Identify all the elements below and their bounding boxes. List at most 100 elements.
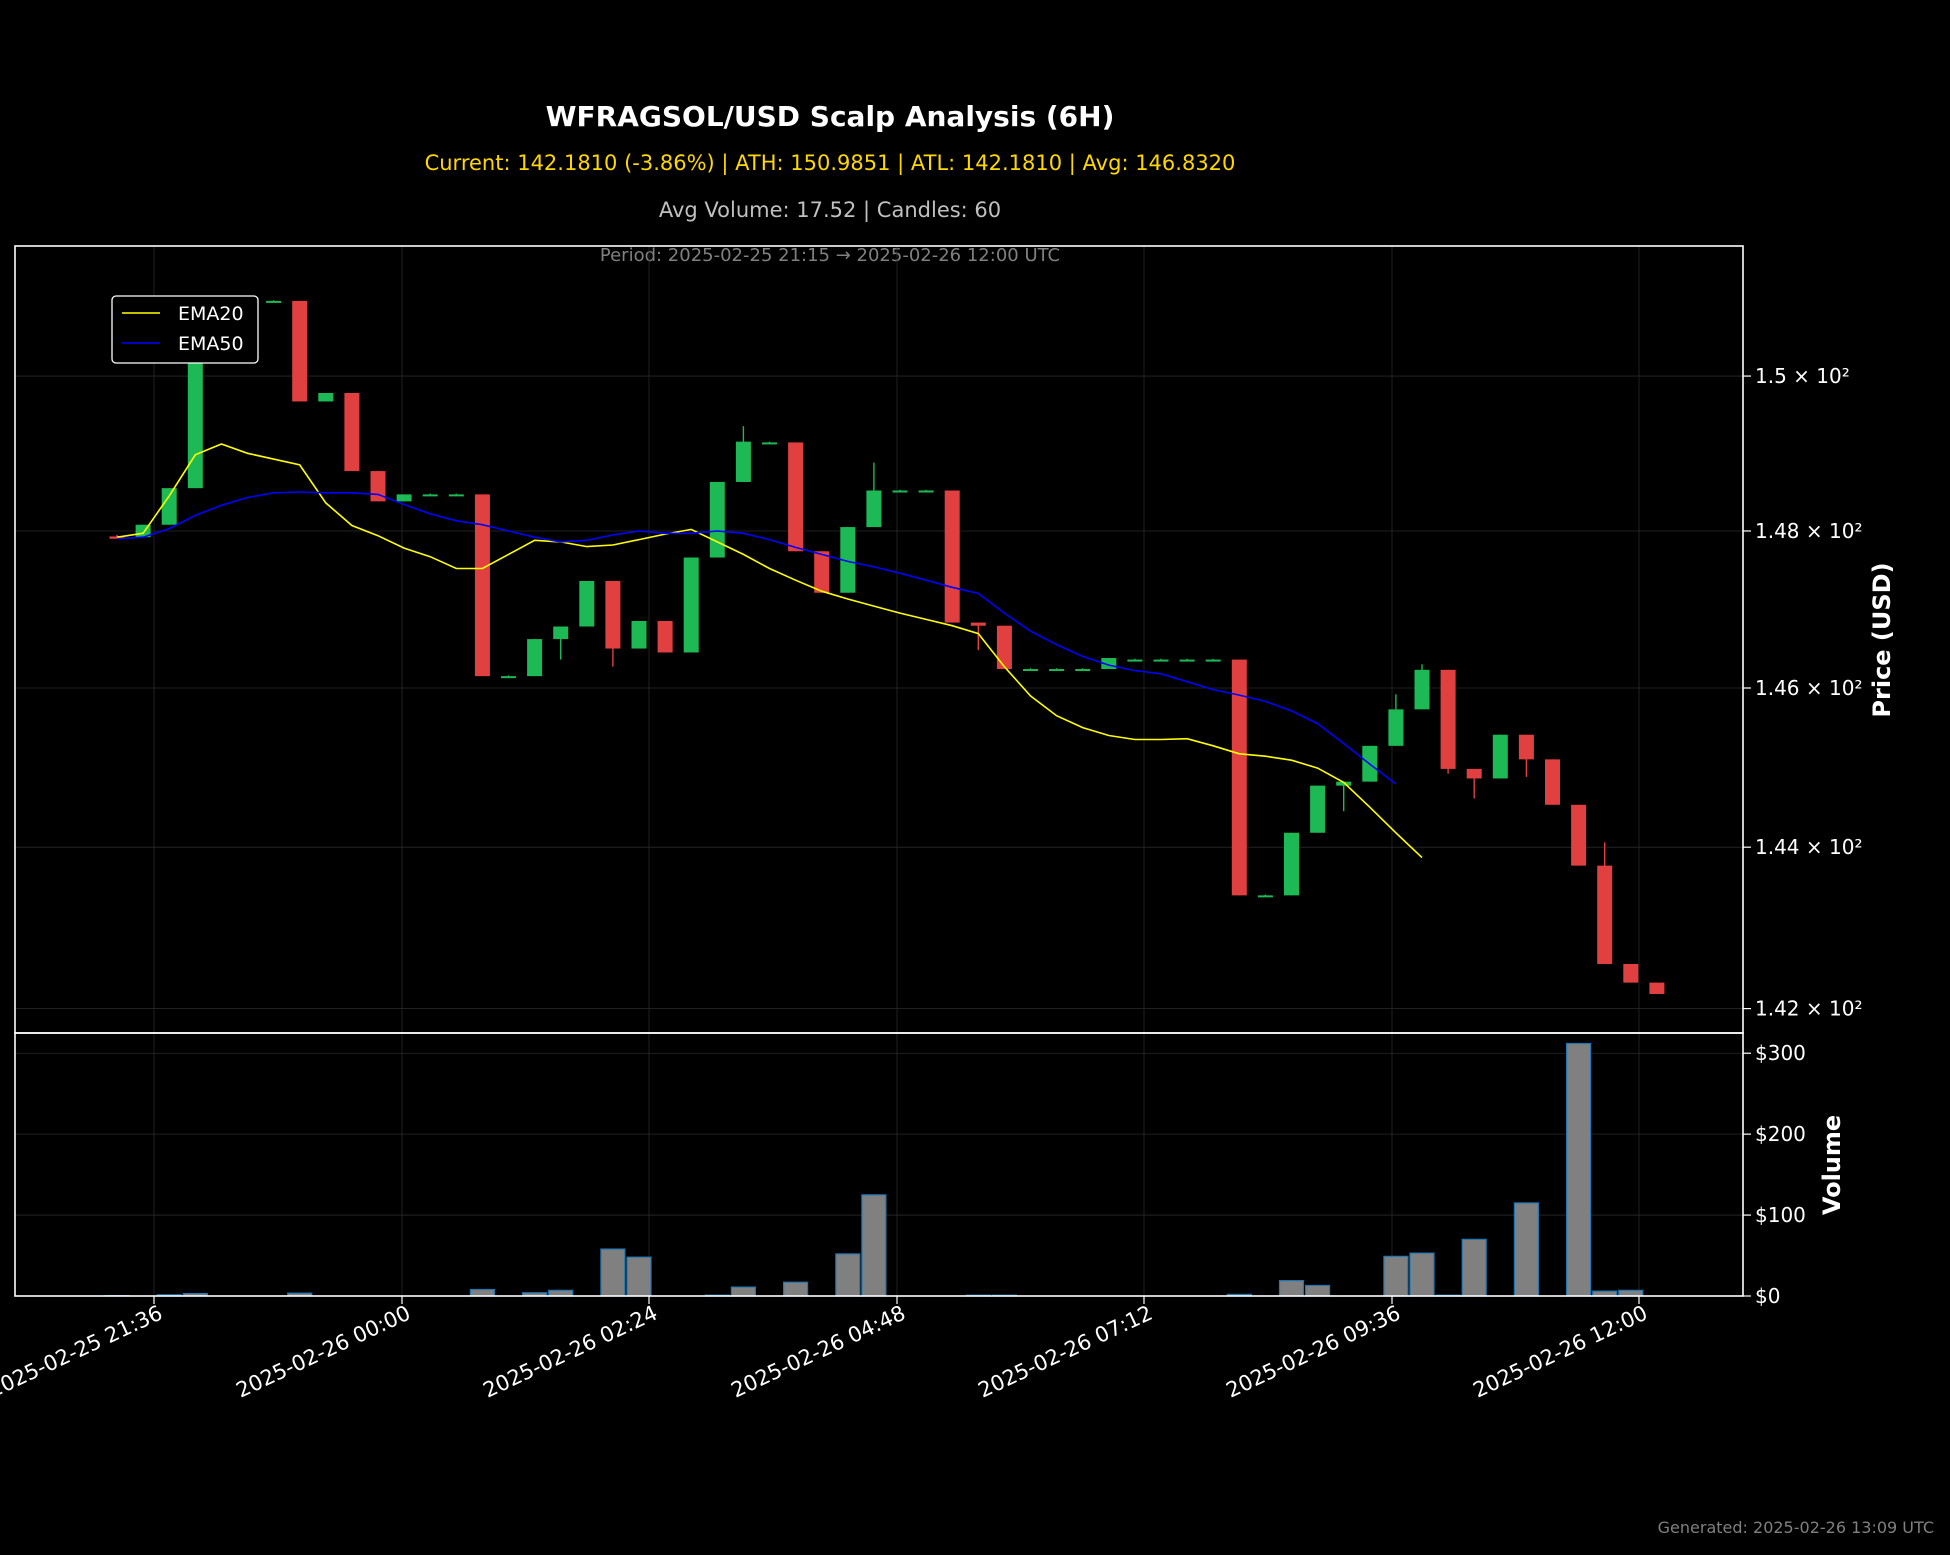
price-tick-label: 1.5 × 10²: [1755, 364, 1850, 388]
x-tick-label: 2025-02-26 09:36: [1222, 1301, 1404, 1403]
candle-body: [422, 494, 438, 497]
candle-body: [762, 442, 777, 445]
price-axis-label: Price (USD): [1868, 562, 1896, 717]
volume-bar: [1618, 1289, 1644, 1297]
candle-body: [605, 580, 621, 649]
candle-body: [344, 392, 360, 472]
candle-body: [814, 551, 830, 593]
candle-body: [683, 557, 699, 653]
x-tick-label: 2025-02-26 12:00: [1469, 1301, 1651, 1403]
volume-bar: [1278, 1280, 1305, 1297]
period-subtitle: Period: 2025-02-25 21:15 → 2025-02-26 12…: [599, 245, 1061, 266]
candle-body: [579, 580, 595, 627]
candle-body: [788, 442, 804, 552]
volume-subtitle: Avg Volume: 17.52 | Candles: 60: [658, 198, 1002, 222]
ema20-line: [116, 443, 1423, 859]
candle-body: [501, 676, 516, 679]
volume-bar: [1513, 1202, 1540, 1297]
candle-body: [161, 488, 177, 525]
candle-body: [474, 494, 490, 677]
candle-body: [1466, 768, 1482, 779]
candle-body: [1649, 982, 1665, 994]
candle-body: [996, 625, 1012, 670]
candles: [109, 299, 1665, 994]
candle-body: [553, 626, 569, 640]
x-tick-label: 2025-02-26 00:00: [232, 1301, 414, 1403]
candle-body: [266, 300, 282, 303]
legend-ema50-label: EMA50: [178, 333, 244, 355]
volume-bar: [861, 1194, 887, 1297]
candle-body: [1153, 659, 1169, 662]
candle-body: [1049, 669, 1065, 672]
candle-body: [944, 490, 960, 623]
candle-body: [396, 494, 412, 502]
candle-body: [1518, 734, 1534, 760]
candle-body: [1127, 659, 1143, 662]
volume-bar: [1409, 1252, 1435, 1297]
volume-y-axis: $0 $100 $200 $300: [1743, 1041, 1806, 1308]
candle-body: [1336, 781, 1352, 786]
price-tick-label: 1.46 × 10²: [1755, 676, 1862, 700]
volume-bar: [730, 1286, 757, 1297]
volume-bar: [1304, 1284, 1331, 1297]
candle-body: [292, 300, 308, 402]
candle-body: [318, 392, 334, 402]
volume-panel-frame: [14, 1032, 1744, 1297]
candle-body: [631, 620, 647, 649]
candle-body: [1388, 709, 1404, 746]
candle-body: [1205, 659, 1221, 662]
volume-bar: [1461, 1238, 1487, 1297]
candle-body: [709, 481, 725, 558]
volume-bar: [469, 1288, 495, 1297]
volume-tick-label: $200: [1755, 1122, 1806, 1146]
candle-body: [918, 490, 934, 493]
candle-body: [1075, 669, 1091, 672]
legend-ema20-label: EMA20: [178, 303, 244, 325]
x-tick-label: 2025-02-26 07:12: [974, 1301, 1156, 1403]
candle-body: [1101, 657, 1117, 670]
x-tick-label: 2025-02-25 21:36: [0, 1301, 166, 1403]
chart-title: WFRAGSOL/USD Scalp Analysis (6H): [545, 100, 1115, 133]
candle-body: [448, 494, 464, 497]
ema50-line: [116, 491, 1397, 785]
volume-bar: [835, 1253, 861, 1297]
candle-body: [970, 622, 986, 626]
volume-bar: [782, 1281, 809, 1297]
candle-body: [1623, 963, 1639, 983]
volume-bar: [1565, 1042, 1592, 1297]
candle-body: [1284, 832, 1299, 896]
candle-body: [1492, 734, 1508, 779]
price-panel-frame: [14, 245, 1744, 1034]
candle-body: [1545, 759, 1560, 805]
generated-timestamp: Generated: 2025-02-26 13:09 UTC: [1657, 1518, 1934, 1537]
candle-body: [892, 490, 908, 493]
candle-body: [657, 620, 673, 653]
candle-body: [840, 527, 856, 593]
volume-bar: [600, 1248, 626, 1297]
candle-body: [109, 536, 125, 539]
volume-bar: [626, 1256, 652, 1297]
price-y-axis: 1.42 × 10² 1.44 × 10² 1.46 × 10² 1.48 × 10²…: [1743, 364, 1862, 1021]
candle-body: [1597, 865, 1613, 964]
price-tick-label: 1.44 × 10²: [1755, 835, 1862, 859]
candle-body: [735, 441, 751, 482]
ema-lines: [116, 443, 1423, 859]
stats-subtitle: Current: 142.1810 (-3.86%) | ATH: 150.98…: [424, 151, 1236, 175]
x-axis: 2025-02-25 21:36 2025-02-26 00:00 2025-02-…: [0, 1296, 1651, 1403]
x-tick-label: 2025-02-26 04:48: [727, 1301, 909, 1403]
volume-tick-label: $100: [1755, 1203, 1806, 1227]
volume-tick-label: $300: [1755, 1041, 1806, 1065]
x-tick-label: 2025-02-26 02:24: [479, 1301, 661, 1403]
volume-tick-label: $0: [1755, 1284, 1780, 1308]
volume-bars: [104, 1042, 1644, 1297]
volume-bar: [1383, 1255, 1409, 1297]
candle-body: [1310, 785, 1326, 833]
volume-bar: [548, 1289, 574, 1297]
price-grid: [15, 246, 1743, 1033]
price-tick-label: 1.42 × 10²: [1755, 997, 1862, 1021]
candle-body: [1179, 659, 1195, 662]
price-tick-label: 1.48 × 10²: [1755, 519, 1862, 543]
volume-axis-label: Volume: [1818, 1115, 1846, 1215]
candle-body: [1231, 659, 1247, 896]
